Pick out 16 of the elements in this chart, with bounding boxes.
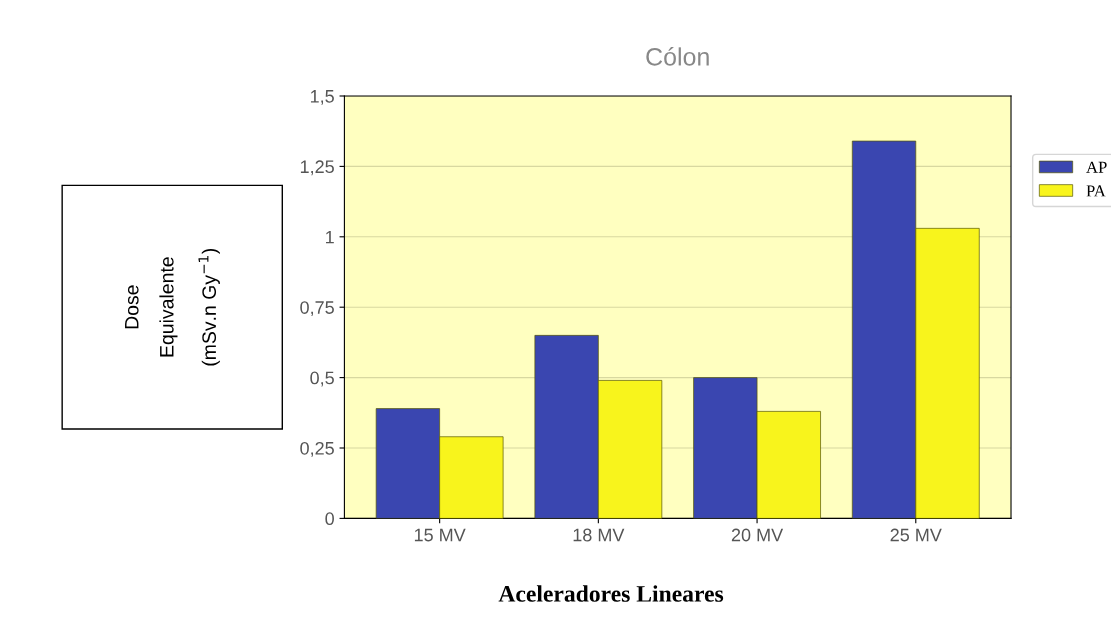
x-tick-label: 18 MV <box>573 528 625 542</box>
x-tick-label: 25 MV <box>890 528 942 542</box>
y-tick-label: 1,5 <box>310 90 334 105</box>
text: Dose Equivalente (mSv.n Gy$^{−1}$) <box>125 248 220 366</box>
y-tick-label: 0,75 <box>300 301 334 317</box>
y-tick-label: 1 <box>326 230 334 244</box>
x-tick-label: 15 MV <box>414 528 466 542</box>
y-tick-label: 0,5 <box>310 371 334 387</box>
x-tick-label: 20 MV <box>731 528 784 542</box>
y-tick-label: 0 <box>325 512 334 526</box>
y-tick-label: 1,25 <box>300 160 334 176</box>
x-axis-title: Aceleradores Lineares <box>498 585 724 602</box>
legend-label: PA <box>1086 185 1106 197</box>
y-tick-label: 0,25 <box>300 441 334 457</box>
chart-title: Cólon <box>646 47 709 66</box>
legend-label: AP <box>1086 161 1107 173</box>
